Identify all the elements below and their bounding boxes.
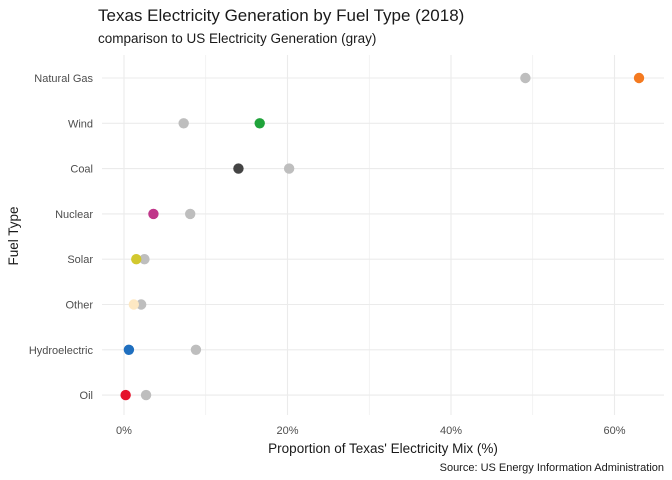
- y-tick-label: Oil: [80, 390, 93, 402]
- point-us: [139, 254, 150, 265]
- y-tick-label: Nuclear: [55, 209, 93, 221]
- point-us: [178, 118, 189, 129]
- point-us: [283, 163, 295, 174]
- point-us: [190, 344, 202, 355]
- point-us: [185, 208, 196, 220]
- chart-title: Texas Electricity Generation by Fuel Typ…: [98, 6, 464, 25]
- x-tick-label: 60%: [603, 425, 625, 437]
- y-tick-label: Hydroelectric: [29, 345, 94, 357]
- x-tick-labels: 0% 20% 40% 60%: [116, 425, 626, 437]
- point-texas: [123, 344, 135, 355]
- y-axis-title: Fuel Type: [6, 206, 21, 265]
- y-tick-label: Solar: [67, 254, 93, 266]
- x-tick-label: 40%: [440, 425, 462, 437]
- chart-caption: Source: US Energy Information Administra…: [440, 462, 664, 474]
- point-texas: [254, 118, 265, 129]
- point-texas: [633, 72, 645, 84]
- y-tick-label: Coal: [70, 164, 93, 176]
- point-texas: [120, 389, 131, 401]
- y-tick-labels: Natural Gas Wind Coal Nuclear Solar Other Hydr…: [29, 73, 94, 402]
- y-tick-label: Natural Gas: [34, 73, 93, 85]
- x-axis-title: Proportion of Texas' Electricity Mix (%): [268, 441, 498, 456]
- point-us: [520, 72, 531, 84]
- point-texas: [233, 163, 244, 174]
- chart-subtitle: comparison to US Electricity Generation …: [98, 31, 376, 46]
- point-texas: [128, 299, 140, 310]
- x-tick-label: 0%: [116, 425, 132, 437]
- point-us: [135, 299, 147, 310]
- grid: [102, 55, 664, 415]
- point-us: [140, 389, 152, 401]
- point-texas: [148, 208, 159, 220]
- data-points: [120, 72, 645, 401]
- y-tick-label: Other: [65, 300, 93, 312]
- y-tick-label: Wind: [68, 118, 93, 130]
- x-tick-label: 20%: [276, 425, 298, 437]
- point-texas: [131, 254, 142, 265]
